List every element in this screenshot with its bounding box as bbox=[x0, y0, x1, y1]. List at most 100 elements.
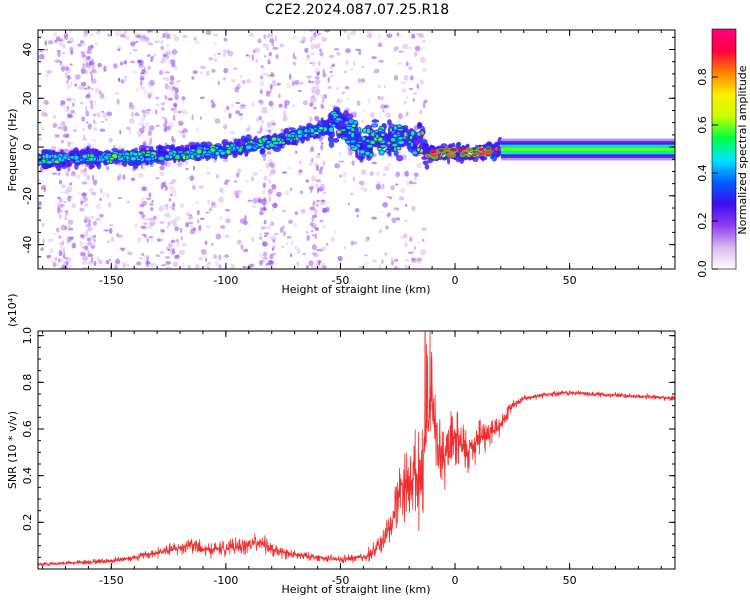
noise-blob bbox=[393, 46, 398, 52]
noise-blob bbox=[46, 69, 53, 74]
noise-blob bbox=[94, 42, 98, 46]
core-blob bbox=[331, 113, 340, 118]
noise-blob bbox=[93, 260, 97, 267]
noise-blob bbox=[80, 197, 83, 202]
noise-blob bbox=[172, 86, 176, 91]
noise-blob bbox=[377, 34, 381, 40]
noise-blob bbox=[311, 244, 317, 251]
noise-blob bbox=[59, 121, 66, 126]
noise-blob bbox=[147, 41, 151, 46]
band-blob bbox=[45, 149, 53, 155]
noise-blob bbox=[263, 234, 268, 238]
noise-blob bbox=[173, 116, 176, 122]
noise-blob bbox=[167, 220, 174, 225]
noise-blob bbox=[67, 195, 72, 202]
noise-blob bbox=[52, 122, 57, 128]
noise-blob bbox=[90, 139, 97, 142]
noise-blob bbox=[294, 79, 300, 86]
noise-blob bbox=[270, 221, 275, 227]
noise-blob bbox=[248, 32, 254, 37]
noise-blob bbox=[87, 261, 91, 265]
noise-blob bbox=[164, 71, 170, 74]
noise-blob bbox=[288, 219, 294, 225]
noise-blob bbox=[359, 187, 364, 190]
noise-blob bbox=[89, 244, 96, 249]
noise-blob bbox=[309, 222, 314, 227]
noise-blob bbox=[130, 111, 135, 118]
core-blob bbox=[396, 127, 405, 132]
noise-blob bbox=[290, 240, 294, 246]
noise-blob bbox=[83, 196, 88, 202]
noise-blob bbox=[323, 191, 326, 195]
noise-blob bbox=[222, 159, 229, 163]
noise-blob bbox=[263, 175, 268, 181]
x-tick-label: -150 bbox=[99, 574, 124, 587]
noise-blob bbox=[414, 45, 421, 52]
noise-blob bbox=[168, 198, 172, 202]
noise-blob bbox=[310, 188, 313, 193]
noise-blob bbox=[283, 231, 286, 236]
noise-blob bbox=[130, 40, 137, 44]
noise-blob bbox=[123, 75, 128, 81]
noise-blob bbox=[320, 184, 326, 190]
noise-blob bbox=[88, 219, 91, 226]
noise-blob bbox=[421, 226, 427, 232]
band-blob bbox=[455, 142, 461, 148]
spectrogram-y-axis-label: Frequency (Hz) bbox=[6, 109, 19, 192]
core-blob bbox=[100, 157, 106, 162]
noise-blob bbox=[71, 242, 77, 249]
snr-series-line bbox=[38, 331, 675, 568]
x-tick-label: 50 bbox=[563, 274, 577, 287]
band-blob bbox=[138, 160, 142, 166]
noise-blob bbox=[85, 121, 89, 124]
noise-blob bbox=[309, 206, 316, 211]
noise-blob bbox=[119, 129, 122, 135]
noise-blob bbox=[235, 110, 241, 115]
noise-blob bbox=[263, 219, 267, 225]
noise-blob bbox=[107, 201, 112, 208]
noise-blob bbox=[378, 59, 384, 63]
noise-blob bbox=[82, 231, 86, 236]
noise-blob bbox=[304, 47, 309, 54]
noise-blob bbox=[312, 61, 317, 68]
noise-blob bbox=[201, 249, 207, 256]
noise-blob bbox=[364, 169, 367, 174]
colorbar: 0.0 0.2 0.4 0.6 0.8 Normalized spectral ampl… bbox=[696, 28, 749, 278]
noise-blob bbox=[259, 260, 266, 263]
noise-blob bbox=[59, 198, 63, 204]
core-blob bbox=[303, 133, 308, 138]
noise-blob bbox=[62, 52, 66, 55]
noise-blob bbox=[241, 79, 246, 85]
noise-blob bbox=[147, 217, 154, 221]
noise-blob bbox=[130, 177, 136, 182]
core-blob bbox=[392, 133, 399, 138]
noise-blob bbox=[91, 68, 97, 74]
noise-blob bbox=[204, 240, 208, 245]
noise-blob bbox=[113, 63, 118, 69]
noise-blob bbox=[174, 93, 179, 101]
noise-blob bbox=[413, 51, 418, 57]
noise-blob bbox=[265, 225, 272, 230]
noise-blob bbox=[149, 79, 155, 87]
noise-blob bbox=[310, 52, 315, 56]
noise-blob bbox=[95, 218, 101, 221]
noise-blob bbox=[273, 232, 279, 236]
noise-blob bbox=[240, 244, 244, 250]
noise-blob bbox=[43, 48, 49, 51]
noise-blob bbox=[41, 223, 44, 228]
core-blob bbox=[69, 155, 75, 160]
noise-blob bbox=[352, 111, 357, 118]
noise-blob bbox=[225, 105, 230, 111]
noise-blob bbox=[94, 87, 100, 93]
noise-blob bbox=[345, 48, 351, 54]
noise-blob bbox=[200, 71, 203, 75]
noise-blob bbox=[236, 189, 242, 194]
band-blob bbox=[184, 144, 190, 150]
core-blob bbox=[219, 150, 226, 156]
noise-blob bbox=[42, 238, 45, 245]
noise-blob bbox=[85, 110, 90, 117]
noise-blob bbox=[101, 110, 104, 114]
noise-blob bbox=[369, 171, 375, 177]
noise-blob bbox=[132, 49, 139, 52]
noise-blob bbox=[177, 162, 183, 167]
